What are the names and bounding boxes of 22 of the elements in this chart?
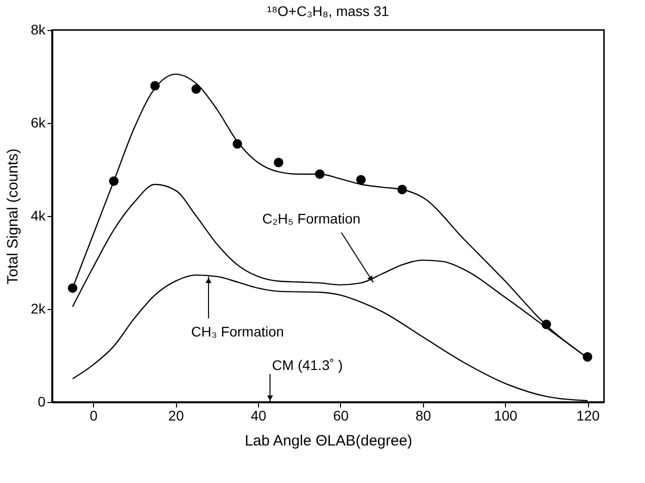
point — [274, 158, 284, 168]
x-tick-label: 80 — [415, 408, 432, 424]
point — [191, 84, 201, 94]
x-tick-label: 0 — [90, 408, 98, 424]
x-tick-label: 20 — [168, 408, 184, 424]
x-tick-label: 100 — [494, 408, 518, 424]
point — [356, 174, 366, 184]
y-tick-label: 4k — [30, 208, 46, 224]
x-tick-label: 120 — [576, 408, 600, 424]
annotation: CM (41.3˚ ) — [272, 357, 343, 373]
point — [68, 283, 78, 293]
chart-title: ¹⁸O+C₃H₈, mass 31 — [266, 3, 390, 19]
x-axis-title: Lab Angle ΘLAB(degree) — [244, 432, 412, 450]
x-tick-label: 40 — [250, 408, 266, 424]
y-axis-title: Total Signal (counts) — [4, 148, 22, 284]
annotation: C₂H₅ Formation — [262, 210, 360, 226]
y-tick-label: 8k — [30, 22, 46, 38]
y-tick-label: 2k — [30, 300, 46, 316]
y-tick-label: 6k — [30, 114, 46, 130]
x-tick-label: 60 — [333, 408, 349, 424]
y-tick-label: 0 — [38, 394, 46, 410]
annotation: CH₃ Formation — [191, 323, 284, 340]
